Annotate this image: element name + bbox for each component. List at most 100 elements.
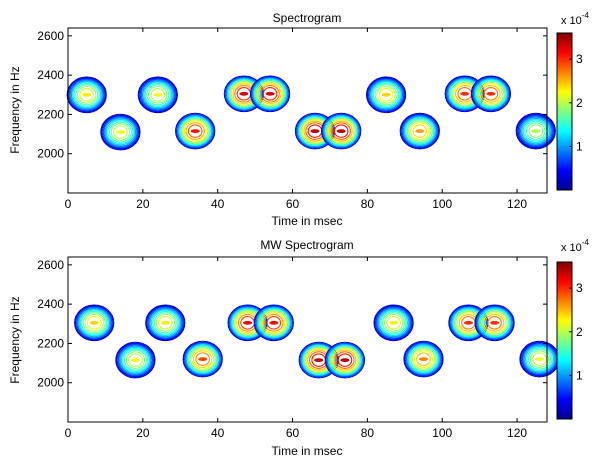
colorbar-exponent-power: -4	[582, 238, 590, 247]
contour-peak	[310, 129, 320, 134]
contour-line	[152, 310, 179, 335]
contour-line	[81, 310, 108, 335]
colorbar-exponent: x 10-4	[561, 11, 589, 27]
contour-line	[479, 83, 503, 105]
colorbar-exponent-base: x 10	[561, 15, 582, 27]
contour-line	[102, 115, 139, 149]
contour-line	[253, 304, 294, 342]
contour-line	[128, 353, 143, 367]
contour-line	[104, 117, 137, 147]
contour-line	[404, 341, 443, 377]
contour-line	[262, 87, 278, 101]
contour-line	[79, 309, 109, 337]
contour-line	[120, 346, 150, 374]
contour-line	[175, 112, 216, 150]
contour-line	[480, 309, 510, 337]
contour-line	[532, 352, 547, 366]
contour-line	[123, 349, 147, 371]
contour-line	[183, 341, 222, 377]
contour-line	[82, 312, 106, 334]
contour-line	[86, 316, 102, 330]
contour-line	[333, 124, 349, 138]
contour-blob	[321, 112, 362, 150]
contour-line	[182, 340, 223, 378]
contour-line	[176, 113, 215, 149]
contour-line	[335, 351, 355, 369]
contour-line	[180, 117, 210, 145]
contour-line	[250, 76, 290, 112]
contour-line	[372, 82, 400, 107]
contour-line	[177, 114, 214, 148]
x-axis: 0 20 40 60 80 100 120	[65, 257, 527, 440]
spectrogram-panel: Spectrogram 0 20 40 60 80 100 120 2000 2200 2400…	[8, 11, 589, 228]
y-tick-label: 2400	[37, 68, 64, 82]
contour-line	[477, 307, 512, 339]
y-tick-label: 2000	[37, 147, 64, 161]
contour-line	[524, 345, 555, 373]
contour-line	[324, 341, 365, 379]
contour-line	[411, 348, 436, 370]
chart-title: MW Spectrogram	[260, 238, 353, 252]
contour-line	[137, 76, 178, 114]
contour-line	[526, 347, 553, 372]
contour-line	[383, 313, 404, 332]
contour-line	[118, 344, 153, 376]
contour-line	[295, 113, 335, 149]
contour-line	[445, 76, 484, 112]
contour-line	[522, 119, 549, 144]
contour-line	[410, 347, 437, 372]
contour-line	[519, 116, 552, 146]
y-tick-label: 2000	[37, 376, 64, 390]
contour-line	[325, 342, 365, 378]
contour-blob	[250, 75, 291, 113]
contour-line	[229, 306, 266, 340]
contour-line	[371, 81, 401, 109]
contour-line	[376, 307, 411, 339]
contour-line	[140, 79, 175, 111]
contour-line	[380, 310, 407, 335]
y-tick-label: 2400	[37, 297, 64, 311]
contour-layer	[66, 75, 556, 151]
colorbar-exponent-power: -4	[582, 11, 590, 20]
contour-line	[477, 81, 505, 106]
contour-peak	[130, 358, 140, 362]
contour-line	[375, 306, 412, 340]
contour-line	[475, 305, 514, 341]
contour-line	[117, 343, 154, 377]
contour-line	[369, 79, 404, 111]
contour-line	[66, 76, 107, 114]
contour-line	[262, 312, 286, 334]
contour-line	[183, 120, 207, 142]
contour-line	[326, 117, 356, 145]
contour-line	[527, 348, 552, 370]
contour-line	[406, 119, 433, 144]
contour-line	[367, 78, 405, 112]
contour-line	[70, 80, 103, 110]
contour-line	[146, 305, 185, 341]
contour-line	[407, 344, 440, 374]
contour-line	[526, 122, 546, 140]
contour-line	[515, 112, 556, 150]
contour-line	[374, 84, 398, 106]
contour-line	[186, 344, 219, 374]
contour-line	[446, 77, 483, 111]
contour-peak	[115, 130, 125, 135]
colorbar-gradient	[556, 261, 573, 420]
contour-peak	[269, 320, 279, 325]
contour-line	[475, 79, 507, 109]
contour-blob	[515, 112, 556, 150]
colorbar: 1 2 3 x 10-4	[556, 11, 589, 191]
contour-line	[386, 316, 401, 330]
contour-line	[259, 309, 289, 337]
contour-line	[119, 345, 152, 375]
contour-line	[476, 80, 506, 108]
contour-line	[518, 115, 553, 147]
contour-line	[149, 308, 182, 338]
x-tick-label: 100	[432, 197, 452, 211]
contour-line	[187, 124, 203, 138]
contour-line	[146, 84, 170, 106]
contour-peak	[265, 91, 275, 96]
contour-line	[366, 76, 407, 114]
x-tick-label: 0	[65, 426, 72, 440]
